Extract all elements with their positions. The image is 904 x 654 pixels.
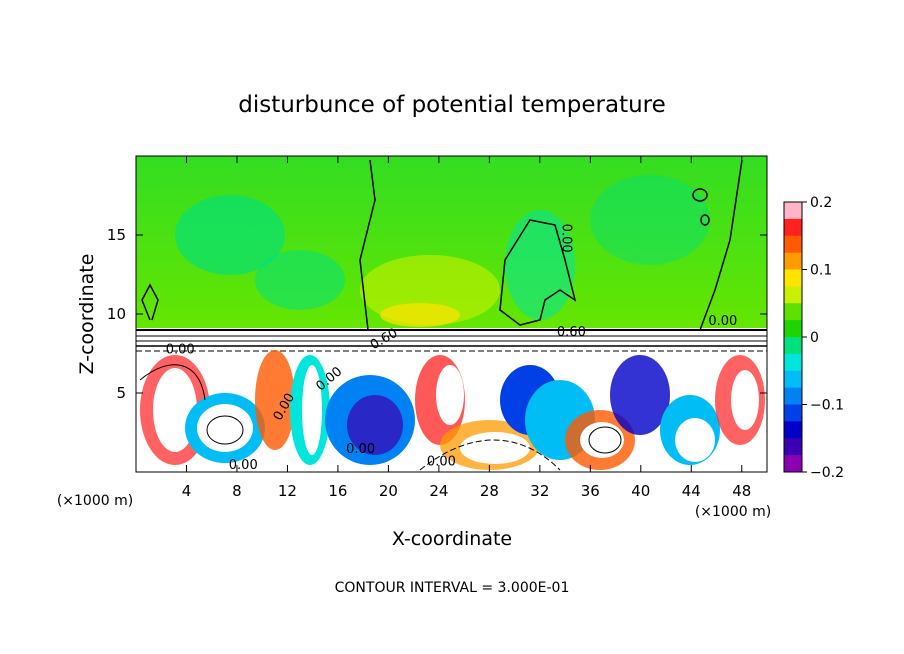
contour-line: [359, 159, 376, 331]
eddy: [460, 432, 530, 464]
contour-line: [499, 219, 577, 326]
contour-label: 0.00: [166, 343, 195, 358]
colorbar-swatch: [784, 235, 802, 254]
footnote: CONTOUR INTERVAL = 3.000E-01: [335, 580, 570, 596]
colorbar-swatch: [784, 269, 802, 287]
colorbar-swatch: [784, 387, 802, 405]
eddy: [302, 365, 322, 455]
inversion-band: [136, 328, 767, 350]
eddy: [731, 370, 759, 430]
colorbar-swatch: [784, 353, 802, 372]
colorbar-swatch: [784, 370, 802, 389]
colorbar-tick-label: 0: [810, 330, 819, 346]
contour-label: 0.00: [708, 314, 737, 329]
x-tick-label: 12: [278, 482, 297, 500]
eddy: [347, 395, 403, 455]
contour-line: [419, 439, 561, 471]
plot-area: [136, 156, 767, 472]
contour-ring: [700, 214, 710, 226]
field-blob: [255, 250, 345, 310]
colorbar-tick-label: −0.1: [810, 398, 844, 414]
x-tick-label: 24: [429, 482, 448, 500]
x-tick-label: 44: [682, 482, 701, 500]
colorbar-swatch: [784, 252, 802, 270]
contour-label: 0.60: [557, 325, 586, 340]
eddy: [436, 365, 464, 425]
colorbar-tick-label: 0.2: [810, 195, 832, 211]
x-tick-label: 32: [530, 482, 549, 500]
colorbar-swatch: [784, 455, 802, 473]
colorbar: 0.2 0.1 0 −0.1 −0.2: [783, 195, 844, 481]
contour-line: [699, 159, 743, 331]
contour-line: [141, 283, 159, 321]
x-ticks: 4 8 12 16 20 24 28 32 36 40 44 48: [182, 156, 751, 500]
contour-ring: [692, 188, 708, 202]
y-tick-label: 15: [107, 226, 126, 244]
eddy: [610, 355, 670, 435]
x-unit-left: (×1000 m): [57, 493, 133, 509]
x-axis-label: X-coordinate: [392, 528, 512, 550]
colorbar-swatch: [784, 218, 802, 237]
contour-label: 0.00: [229, 458, 258, 473]
eddy: [255, 350, 295, 450]
eddy: [197, 404, 253, 452]
y-tick-label: 5: [116, 384, 126, 402]
colorbar-swatch: [784, 286, 802, 304]
field-blob: [380, 303, 460, 327]
contour-label: 0.00: [559, 224, 574, 253]
x-tick-label: 28: [480, 482, 499, 500]
colorbar-tick-label: 0.1: [810, 263, 832, 279]
x-tick-label: 20: [379, 482, 398, 500]
contour-lines: [139, 159, 743, 471]
contour-label: 0.00: [346, 442, 375, 457]
field-blob: [175, 195, 285, 275]
field-blob: [590, 175, 710, 265]
x-tick-label: 48: [732, 482, 751, 500]
colorbar-swatch: [784, 337, 802, 355]
colorbar-tick-label: −0.2: [810, 465, 844, 481]
x-tick-label: 8: [232, 482, 242, 500]
colorbar-swatch: [784, 320, 802, 338]
eddy: [675, 418, 715, 462]
colorbar-swatch: [784, 404, 802, 422]
colorbar-swatch: [784, 202, 802, 220]
colorbar-swatch: [784, 438, 802, 456]
x-unit-right: (×1000 m): [695, 504, 771, 520]
colorbar-swatch: [784, 303, 802, 321]
contour-ring: [588, 426, 622, 454]
y-ticks: 5 10 15: [107, 226, 767, 402]
x-tick-label: 40: [631, 482, 650, 500]
x-tick-label: 16: [328, 482, 347, 500]
colorbar-swatch: [784, 421, 802, 439]
x-tick-label: 36: [581, 482, 600, 500]
y-axis-label: Z-coordinate: [76, 254, 98, 375]
contour-label: 0.00: [427, 455, 456, 470]
contour-line: [139, 364, 206, 401]
contour-ring: [206, 415, 244, 445]
eddy: [580, 422, 624, 458]
y-tick-label: 10: [107, 305, 126, 323]
chart-title: disturbunce of potential temperature: [238, 92, 666, 118]
x-tick-label: 4: [182, 482, 192, 500]
turbulent-eddies: [140, 350, 765, 470]
